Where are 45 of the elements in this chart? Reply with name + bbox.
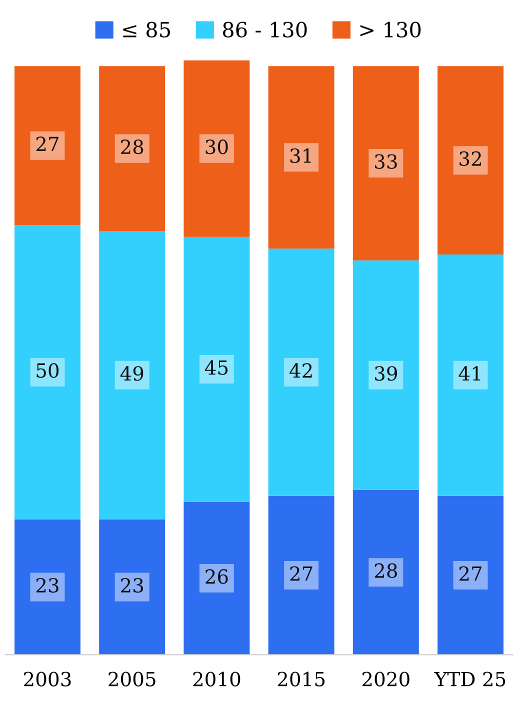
legend-label: ≤ 85 bbox=[123, 22, 170, 38]
x-tick-label: YTD 25 bbox=[434, 672, 506, 686]
data-label: 32 bbox=[460, 151, 481, 166]
data-label: 31 bbox=[290, 148, 311, 164]
bar bbox=[438, 66, 504, 255]
data-label: 50 bbox=[36, 363, 59, 378]
x-tick-label: 2003 bbox=[24, 672, 71, 686]
bar bbox=[268, 66, 334, 249]
data-label: 33 bbox=[375, 154, 397, 169]
bar bbox=[352, 490, 419, 655]
x-tick-label: 2020 bbox=[362, 672, 410, 686]
bar bbox=[184, 60, 250, 237]
bar bbox=[352, 260, 419, 490]
data-label: 27 bbox=[290, 566, 312, 581]
x-tick-label: 2005 bbox=[108, 672, 156, 686]
bar bbox=[14, 519, 80, 655]
bar bbox=[14, 66, 80, 226]
x-tick-label: 2010 bbox=[193, 672, 240, 686]
legend-label: 86 - 130 bbox=[222, 22, 307, 38]
bar bbox=[352, 66, 419, 260]
data-label: 26 bbox=[206, 569, 228, 584]
bar bbox=[184, 236, 250, 502]
data-label: 30 bbox=[206, 140, 228, 154]
bar bbox=[438, 254, 504, 496]
bar bbox=[438, 496, 504, 655]
bar bbox=[99, 519, 166, 655]
data-label: 28 bbox=[374, 563, 397, 578]
data-label: 28 bbox=[121, 140, 144, 154]
data-label: 23 bbox=[36, 578, 58, 593]
data-label: 42 bbox=[290, 363, 312, 378]
bar bbox=[99, 66, 166, 231]
data-label: 45 bbox=[204, 360, 228, 375]
data-label: 27 bbox=[459, 566, 482, 581]
data-label: 27 bbox=[36, 136, 58, 151]
data-label: 23 bbox=[121, 578, 144, 593]
bar bbox=[268, 496, 334, 655]
data-label: 41 bbox=[458, 366, 480, 381]
bar bbox=[99, 230, 166, 520]
bar bbox=[268, 248, 334, 496]
bar bbox=[14, 225, 80, 520]
data-label: 49 bbox=[120, 366, 144, 381]
data-label: 39 bbox=[375, 366, 397, 381]
bar bbox=[184, 502, 250, 655]
legend-label: > 130 bbox=[360, 22, 421, 38]
x-tick-label: 2015 bbox=[278, 672, 325, 686]
